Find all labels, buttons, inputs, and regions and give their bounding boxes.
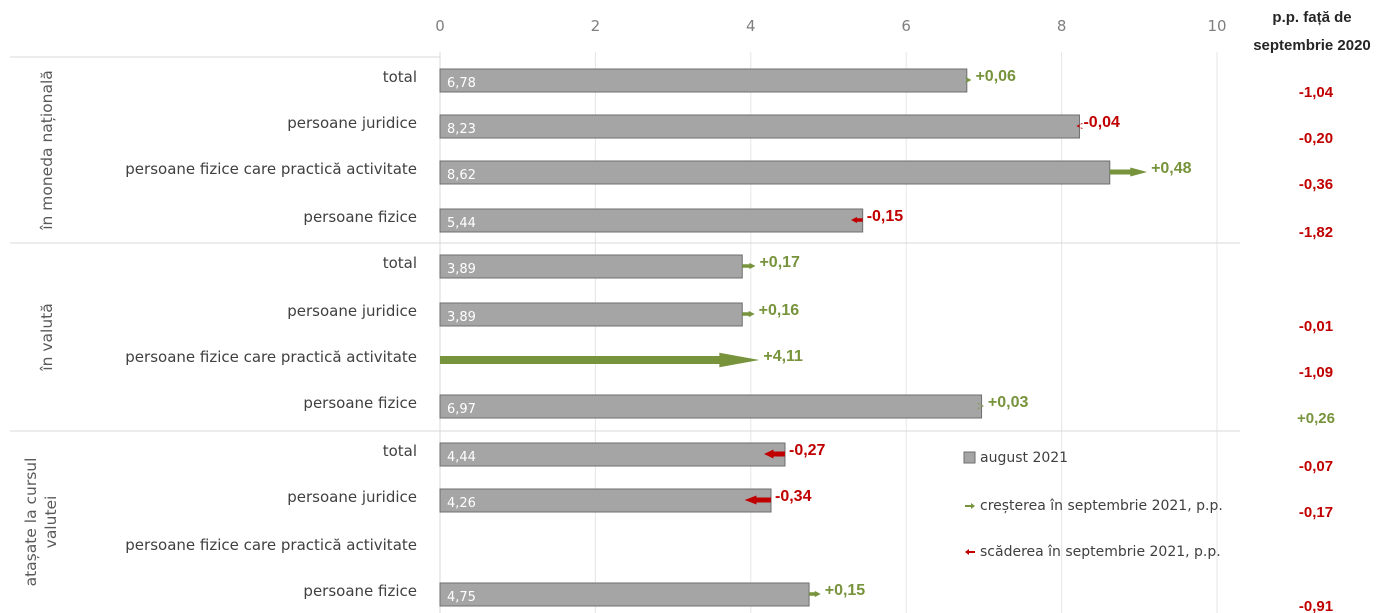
bar-value-label: 5,44 xyxy=(447,216,476,231)
group-label: în valută xyxy=(38,303,56,371)
bar xyxy=(439,68,968,93)
change-label: +0,48 xyxy=(1151,160,1192,177)
increase-arrow xyxy=(809,590,821,598)
pp-value: -0,20 xyxy=(1299,130,1333,147)
change-label: +4,11 xyxy=(763,348,803,365)
gridlines xyxy=(594,52,1218,613)
bar-value-label: 8,23 xyxy=(447,122,476,137)
change-label: +0,16 xyxy=(759,302,800,319)
decrease-arrow xyxy=(1076,122,1083,130)
bar xyxy=(439,488,772,513)
increase-arrow xyxy=(742,310,755,318)
bar-value-label: 8,62 xyxy=(447,168,476,183)
x-tick-label: 10 xyxy=(1207,17,1226,35)
category-label: persoane fizice xyxy=(303,394,417,412)
legend-label: august 2021 xyxy=(980,450,1068,466)
pp-value: -0,01 xyxy=(1299,318,1333,335)
category-frame xyxy=(10,52,1240,613)
pp-value: -0,36 xyxy=(1299,176,1333,193)
bar xyxy=(439,114,1080,139)
category-label: persoane juridice xyxy=(287,302,417,320)
bar-value-label: 3,89 xyxy=(447,262,476,277)
pp-value: -1,09 xyxy=(1299,364,1333,381)
group-label: valutei xyxy=(42,496,60,549)
group-label: în moneda națională xyxy=(38,70,56,231)
pp-header-line-2: septembrie 2020 xyxy=(1253,37,1371,54)
legend-label: scăderea în septembrie 2021, p.p. xyxy=(980,544,1221,560)
decrease-arrow xyxy=(764,449,785,459)
category-label: persoane fizice xyxy=(303,582,417,600)
bar-value-label: 4,75 xyxy=(447,590,476,605)
bar xyxy=(439,394,983,419)
pp-value: -0,07 xyxy=(1299,458,1333,475)
category-label: persoane juridice xyxy=(287,114,417,132)
increase-arrow xyxy=(1109,167,1148,177)
category-label: persoane fizice xyxy=(303,208,417,226)
legend-increase-arrow xyxy=(965,503,975,509)
increase-arrow xyxy=(440,352,760,368)
legend-label: creșterea în septembrie 2021, p.p. xyxy=(980,498,1223,514)
bar xyxy=(439,160,1111,185)
bar-value-label: 3,89 xyxy=(447,310,476,325)
increase-arrow xyxy=(742,262,756,270)
bar-value-label: 6,97 xyxy=(447,402,476,417)
category-label: total xyxy=(383,68,417,86)
decrease-arrow xyxy=(851,216,863,224)
bars: 6,78 8,23 8,62 5,44 3,89 3,89 6,97 4,44 4,26 4,75 xyxy=(439,68,1111,607)
pp-column: p.p. față de septembrie 2020 -1,04 -0,20 -… xyxy=(1253,9,1371,613)
bar xyxy=(439,582,810,607)
bar xyxy=(439,208,864,233)
change-label: +0,03 xyxy=(988,394,1029,411)
legend: august 2021 creșterea în septembrie 2021,… xyxy=(963,450,1223,560)
group-labels: în moneda națională în valută atașate la c… xyxy=(22,70,60,586)
change-label: -0,34 xyxy=(775,488,812,505)
increase-arrow xyxy=(977,402,984,410)
change-arrows: +0,06 -0,04 +0,48 -0,15 +0,17 +0,16 +4,11 +0,03… xyxy=(440,68,1192,599)
pp-value: +0,26 xyxy=(1297,410,1335,427)
change-label: -0,04 xyxy=(1083,114,1120,131)
category-label: persoane fizice care practică activitate xyxy=(125,536,417,554)
bar xyxy=(439,302,743,327)
category-label: persoane fizice care practică activitate xyxy=(125,348,417,366)
change-label: -0,27 xyxy=(789,442,826,459)
pp-value: -1,82 xyxy=(1299,224,1333,241)
bar-value-label: 4,44 xyxy=(447,450,476,465)
category-label: total xyxy=(383,254,417,272)
change-label: +0,17 xyxy=(759,254,800,271)
x-tick-label: 8 xyxy=(1057,17,1067,35)
pp-value: -0,17 xyxy=(1299,504,1333,521)
category-label: persoane fizice care practică activitate xyxy=(125,160,417,178)
change-label: +0,15 xyxy=(825,582,866,599)
pp-value: -0,91 xyxy=(1299,598,1333,613)
bar xyxy=(439,442,786,467)
category-label: total xyxy=(383,442,417,460)
x-tick-label: 4 xyxy=(746,17,756,35)
pp-header-line-1: p.p. față de xyxy=(1272,9,1351,26)
x-tick-label: 2 xyxy=(591,17,601,35)
bar-value-label: 6,78 xyxy=(447,76,476,91)
group-label: atașate la cursul xyxy=(22,458,40,587)
decrease-arrow xyxy=(744,495,772,505)
bar xyxy=(439,254,743,279)
legend-swatch-bar xyxy=(963,451,976,464)
category-labels: total persoane juridice persoane fizice ca… xyxy=(125,68,417,600)
category-label: persoane juridice xyxy=(287,488,417,506)
x-tick-label: 6 xyxy=(901,17,911,35)
x-axis-ticks: 0 2 4 6 8 10 xyxy=(435,17,1226,35)
change-label: +0,06 xyxy=(975,68,1016,85)
pp-value: -1,04 xyxy=(1299,84,1334,101)
legend-decrease-arrow xyxy=(965,549,975,555)
increase-arrow xyxy=(965,76,972,84)
bar-value-label: 4,26 xyxy=(447,496,476,511)
x-tick-label: 0 xyxy=(435,17,445,35)
change-label: -0,15 xyxy=(867,208,904,225)
